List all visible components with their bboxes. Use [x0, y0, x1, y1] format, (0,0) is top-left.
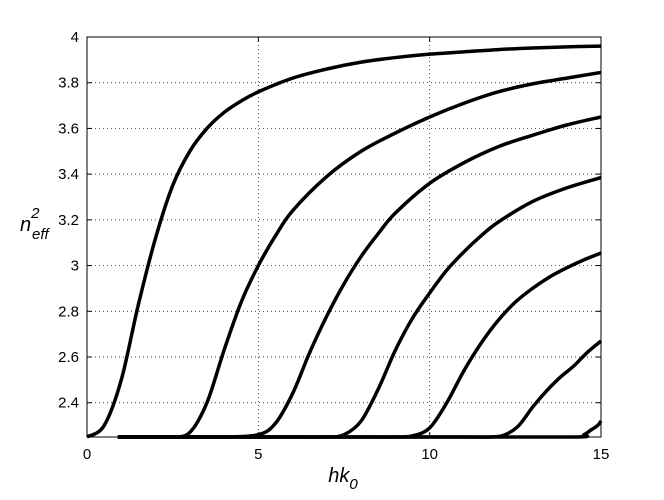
series-line-2 — [117, 70, 602, 440]
y-tick-label: 4 — [71, 29, 79, 46]
series-line-3 — [117, 115, 602, 439]
axis-ticks — [86, 36, 602, 437]
x-axis-label-sub: 0 — [349, 476, 358, 493]
y-axis-label-sup: 2 — [30, 205, 40, 222]
series-line-1 — [86, 44, 602, 439]
y-tick-label: 3 — [71, 258, 79, 275]
x-tick-label: 0 — [83, 446, 91, 463]
x-tick-label: 15 — [593, 446, 610, 463]
y-tick-label: 3.4 — [58, 166, 79, 183]
x-tick-label: 5 — [254, 446, 262, 463]
series-line-4 — [117, 175, 602, 439]
y-tick-label: 3.2 — [58, 212, 79, 229]
x-tick-label: 10 — [421, 446, 438, 463]
grid-lines — [87, 37, 601, 437]
y-tick-label: 2.6 — [58, 349, 79, 366]
series-layer — [86, 44, 603, 440]
y-tick-label: 3.6 — [58, 120, 79, 137]
tick-labels: 0 5 10 15 2.4 2.6 2.8 3 3.2 3.4 3.6 3.8 4 — [58, 29, 609, 463]
x-axis-label-main: hk — [328, 465, 350, 487]
x-axis-label: hk0 — [328, 465, 358, 493]
y-axis-label-sub: eff — [32, 226, 51, 243]
y-axis-label: n2 eff — [20, 205, 51, 243]
y-axis-label-main: n — [20, 214, 31, 236]
plot-frame — [86, 36, 602, 438]
series-line-5 — [117, 251, 602, 439]
y-tick-label: 2.4 — [58, 395, 79, 412]
y-tick-label: 3.8 — [58, 75, 79, 92]
y-tick-label: 2.8 — [58, 303, 79, 320]
